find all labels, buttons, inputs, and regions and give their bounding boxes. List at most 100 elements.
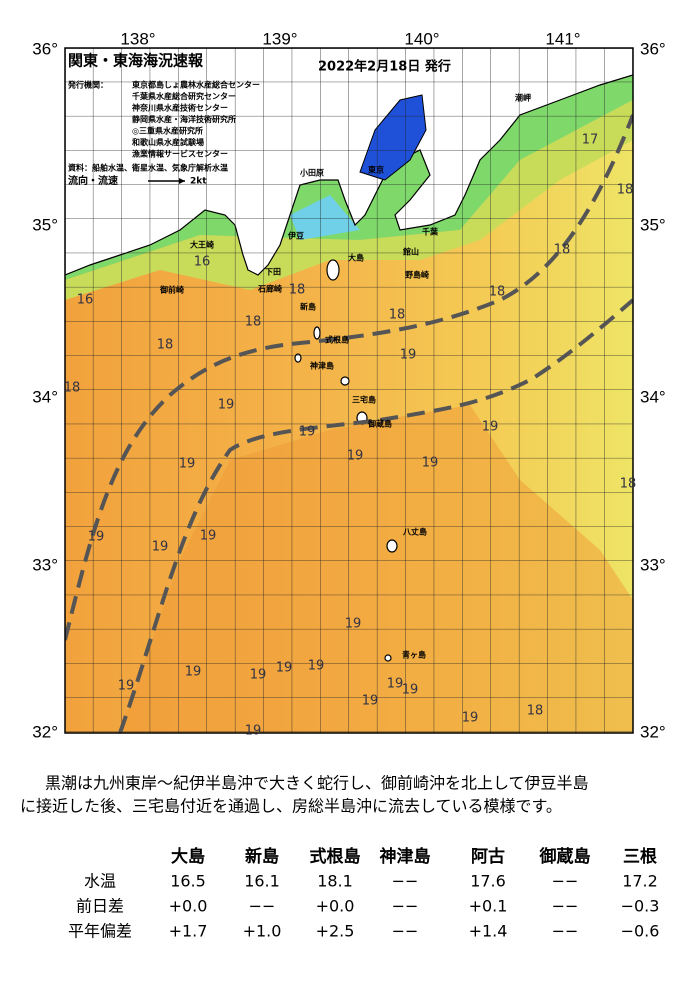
lat-label: 32° (32, 722, 58, 741)
issuer-label: 発行機関： (67, 80, 108, 90)
isotherm-label: 18 (289, 283, 306, 298)
isotherm-label: 18 (554, 243, 571, 258)
grid (65, 48, 633, 733)
isotherm-label: 18 (489, 285, 506, 300)
cell: 16.5 (170, 872, 206, 891)
cell: −− (392, 872, 419, 891)
place-name: 千葉 (422, 227, 439, 237)
column-header: 新島 (245, 846, 279, 867)
column-header: 三根 (623, 846, 657, 867)
lat-label: 34° (32, 387, 58, 406)
isotherm-label: 19 (88, 530, 105, 545)
isotherm-label: 19 (218, 398, 235, 413)
cell: 16.1 (244, 872, 280, 891)
place-name: 石廊崎 (257, 284, 282, 294)
lat-label: 36° (32, 39, 58, 58)
lat-label: 36° (640, 39, 666, 58)
row-label: 平年偏差 (68, 922, 132, 941)
isotherm-label: 17 (582, 133, 599, 148)
column-header: 大島 (171, 846, 205, 867)
issuer: 東京都島しょ農林水産総合センター (132, 80, 260, 90)
place-name: 伊豆 (287, 231, 304, 241)
cell: −− (552, 872, 579, 891)
cell: 17.6 (470, 872, 506, 891)
place-name: 下田 (265, 268, 281, 277)
place-name: 小田原 (299, 168, 324, 178)
issuer: 千葉県水産総合研究センター (132, 91, 236, 101)
place-name: 潮岬 (515, 93, 531, 103)
cell: +0.1 (469, 897, 508, 916)
map-title: 関東・東海海況速報 (68, 52, 204, 70)
place-name: 野島崎 (405, 270, 429, 280)
column-header: 御蔵島 (539, 846, 591, 867)
description-line: 黒潮は九州東岸～紀伊半島沖で大きく蛇行し、御前崎沖を北上して伊豆半島 (45, 774, 589, 793)
isotherm-label: 19 (402, 683, 419, 698)
issuer: 漁業情報サービスセンター (132, 149, 228, 159)
map-frame (64, 47, 634, 734)
isotherm-label: 19 (345, 617, 362, 632)
lat-label: 34° (640, 387, 666, 406)
cell: +2.5 (316, 922, 355, 941)
isotherm-label: 19 (400, 348, 417, 363)
lon-label: 138° (120, 29, 155, 48)
cell: +1.4 (469, 922, 508, 941)
issue-date: 2022年2月18日 発行 (318, 59, 451, 75)
isotherm-label: 16 (194, 255, 211, 270)
isotherm-label: 19 (422, 456, 439, 471)
cell: −− (249, 897, 276, 916)
row-label: 前日差 (76, 897, 124, 916)
cell: +0.0 (316, 897, 355, 916)
place-name: 青ヶ島 (402, 650, 426, 660)
isotherm-label: 18 (527, 704, 544, 719)
isotherm-label: 19 (462, 711, 479, 726)
cell: +1.0 (243, 922, 282, 941)
cell: +1.7 (169, 922, 208, 941)
isotherm-label: 19 (200, 529, 217, 544)
place-name: 式根島 (325, 335, 349, 345)
column-header: 式根島 (310, 846, 361, 867)
issuer: 静岡県水産・海洋技術研究所 (132, 114, 236, 124)
cell: +0.0 (169, 897, 208, 916)
place-name: 八丈島 (402, 527, 427, 537)
cell: 18.1 (317, 872, 353, 891)
source: 資料：船舶水温、衛星水温、気象庁解析水温 (68, 163, 228, 173)
place-name: 三宅島 (352, 395, 376, 405)
issuer: 神奈川県水産技術センター (132, 103, 228, 113)
isotherm-label: 19 (276, 661, 293, 676)
isotherm-label: 16 (77, 293, 94, 308)
isotherm-label: 19 (387, 677, 404, 692)
legend-label: 流向・流速 (68, 174, 118, 187)
isotherm-label: 18 (389, 308, 406, 323)
lat-label: 35° (32, 215, 58, 234)
legend-arrowhead (179, 178, 185, 184)
isotherm-label: 18 (617, 183, 634, 198)
description-line: に接近した後、三宅島付近を通過し、房総半島沖に流去している模様です。 (20, 797, 562, 816)
cell: −− (392, 897, 419, 916)
cell: −− (392, 922, 419, 941)
isotherm-label: 19 (179, 457, 196, 472)
cell: −− (552, 897, 579, 916)
place-name: 館山 (402, 247, 419, 257)
isotherm-label: 18 (157, 338, 174, 353)
column-header: 神津島 (380, 846, 431, 867)
place-name: 神津島 (310, 361, 334, 371)
isotherm-label: 19 (185, 665, 202, 680)
place-name: 御蔵島 (367, 419, 392, 429)
isotherm-label: 19 (299, 425, 316, 440)
place-name: 御前崎 (159, 285, 184, 295)
isotherm-label: 18 (620, 477, 637, 492)
lon-label: 141° (545, 29, 580, 48)
isotherm-label: 19 (362, 694, 379, 709)
place-name: 東京 (368, 165, 384, 175)
issuer: 和歌山県水産試験場 (132, 137, 204, 147)
isotherm-label: 19 (245, 724, 262, 739)
isotherm-label: 19 (308, 659, 325, 674)
isotherm-label: 19 (118, 679, 135, 694)
isotherm-label: 18 (64, 381, 81, 396)
place-name: 大王崎 (190, 240, 214, 250)
cell: −0.6 (621, 922, 660, 941)
place-name: 大島 (348, 253, 364, 263)
row-label: 水温 (84, 872, 116, 891)
cell: 17.2 (622, 872, 658, 891)
